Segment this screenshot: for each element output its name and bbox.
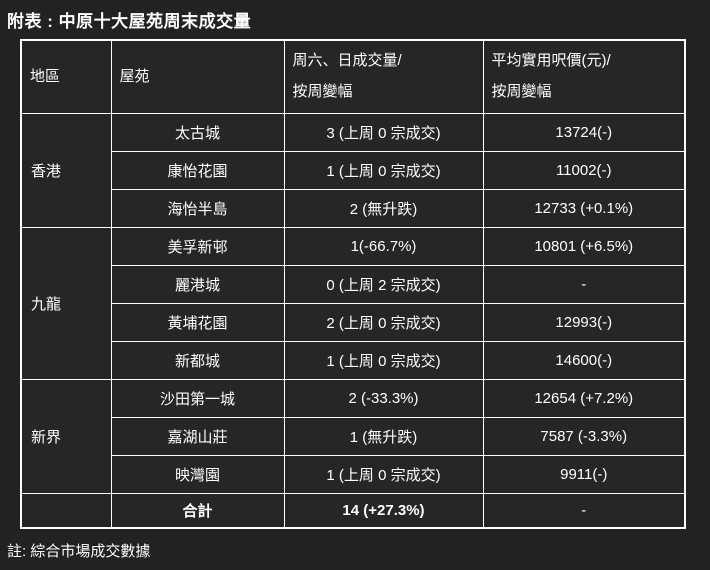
volume-cell: 0 (上周 2 宗成交) (283, 265, 484, 304)
table-row: 香港 太古城 3 (上周 0 宗成交) 13724(-) (20, 113, 686, 228)
col-header-region: 地區 (20, 39, 112, 114)
table-row: 新都城 1 (上周 0 宗成交) 14600(-) (21, 341, 686, 380)
page-title: 附表 : 中原十大屋苑周末成交量 (7, 12, 252, 31)
estate-cell: 麗港城 (110, 265, 285, 304)
volume-cell: 3 (上周 0 宗成交) (283, 113, 484, 152)
price-cell: 12733 (+0.1%) (482, 189, 686, 228)
price-cell: 9911(-) (482, 455, 686, 494)
volume-cell: 1 (上周 0 宗成交) (283, 455, 484, 494)
table-row: 嘉湖山莊 1 (無升跌) 7587 (-3.3%) (21, 417, 686, 456)
price-cell: 12993(-) (482, 303, 686, 342)
volume-cell: 1(-66.7%) (283, 227, 484, 266)
volume-cell: 2 (無升跌) (283, 189, 484, 228)
header-row: 地區 屋苑 周六、日成交量/ 按周變幅 平均實用呎價(元)/ 按周變幅 (20, 39, 686, 114)
table-row: 九龍 美孚新邨 1(-66.7%) 10801 (+6.5%) (20, 227, 686, 380)
volume-cell: 1 (上周 0 宗成交) (283, 151, 484, 190)
price-cell: 11002(-) (482, 151, 686, 190)
estate-cell: 美孚新邨 (110, 227, 285, 266)
price-cell: 7587 (-3.3%) (482, 417, 686, 456)
total-price-cell: - (482, 493, 686, 529)
estate-cell: 太古城 (110, 113, 285, 152)
estate-cell: 康怡花園 (110, 151, 285, 190)
col-header-volume: 周六、日成交量/ 按周變幅 (283, 39, 484, 114)
region-cell-hongkong: 香港 (20, 113, 112, 228)
table-body: 香港 太古城 3 (上周 0 宗成交) 13724(-) 康怡花園 1 (上周 … (20, 113, 686, 529)
total-row: 合計 14 (+27.3%) - (20, 493, 686, 529)
col-header-estate: 屋苑 (110, 39, 285, 114)
price-cell: - (482, 265, 686, 304)
table-header: 地區 屋苑 周六、日成交量/ 按周變幅 平均實用呎價(元)/ 按周變幅 (20, 39, 686, 114)
estate-cell: 沙田第一城 (110, 379, 285, 418)
volume-cell: 1 (無升跌) (283, 417, 484, 456)
estate-cell: 新都城 (110, 341, 285, 380)
volume-cell: 2 (-33.3%) (283, 379, 484, 418)
table-row: 麗港城 0 (上周 2 宗成交) - (21, 265, 686, 304)
price-cell: 10801 (+6.5%) (482, 227, 686, 266)
table-row: 新界 沙田第一城 2 (-33.3%) 12654 (+7.2%) (20, 379, 686, 494)
table-row: 海怡半島 2 (無升跌) 12733 (+0.1%) (21, 189, 686, 228)
total-region-empty-cell (20, 493, 112, 529)
table-row: 黃埔花園 2 (上周 0 宗成交) 12993(-) (21, 303, 686, 342)
table-row: 康怡花園 1 (上周 0 宗成交) 11002(-) (21, 151, 686, 190)
price-cell: 13724(-) (482, 113, 686, 152)
region-cell-kowloon: 九龍 (20, 227, 112, 380)
estate-cell: 嘉湖山莊 (110, 417, 285, 456)
estates-transactions-table: 地區 屋苑 周六、日成交量/ 按周變幅 平均實用呎價(元)/ 按周變幅 香港 太… (20, 39, 686, 529)
volume-cell: 1 (上周 0 宗成交) (283, 341, 484, 380)
estate-cell: 映灣園 (110, 455, 285, 494)
col-header-price: 平均實用呎價(元)/ 按周變幅 (482, 39, 686, 114)
price-cell: 14600(-) (482, 341, 686, 380)
total-label-cell: 合計 (110, 493, 285, 529)
volume-cell: 2 (上周 0 宗成交) (283, 303, 484, 342)
total-volume-cell: 14 (+27.3%) (283, 493, 484, 529)
estate-cell: 黃埔花園 (110, 303, 285, 342)
price-cell: 12654 (+7.2%) (482, 379, 686, 418)
region-cell-newterritories: 新界 (20, 379, 112, 494)
table-row: 映灣園 1 (上周 0 宗成交) 9911(-) (21, 455, 686, 494)
estate-cell: 海怡半島 (110, 189, 285, 228)
footnote: 註: 綜合市場成交數據 (7, 543, 151, 560)
